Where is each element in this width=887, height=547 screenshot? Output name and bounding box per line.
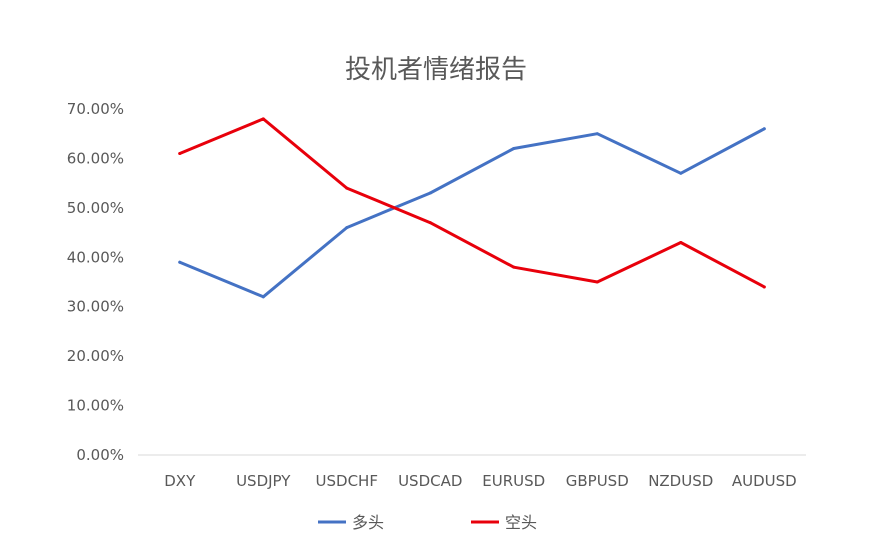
y-axis: 0.00% 10.00% 20.00% 30.00% 40.00% 50.00% 60.00… [67,100,124,464]
series-0-point [345,226,349,230]
series-1-point [595,280,599,284]
series-0-point [595,132,599,136]
series-1-point [345,186,349,190]
y-tick-label: 20.00% [67,347,124,365]
chart-title: 投机者情绪报告 [345,55,527,85]
series-0-point [428,191,432,195]
series-1-point [679,240,683,244]
y-tick-label: 70.00% [67,100,124,118]
x-tick-label: EURUSD [482,472,545,490]
x-tick-label: GBPUSD [566,472,629,490]
x-tick-label: USDCAD [398,472,462,490]
series-line-1 [178,117,766,289]
series-line-0 [178,127,766,299]
series-0-point [261,295,265,299]
series-0-point [512,147,516,151]
y-tick-label: 10.00% [67,397,124,415]
series-layer [178,117,766,299]
y-tick-label: 60.00% [67,149,124,167]
y-tick-label: 30.00% [67,298,124,316]
series-0-point [178,260,182,264]
series-1-point [512,265,516,269]
series-1-point [762,285,766,289]
y-tick-label: 0.00% [76,446,124,464]
x-tick-label: NZDUSD [648,472,713,490]
x-tick-label: USDCHF [316,472,378,490]
series-1-point [261,117,265,121]
series-0-point [762,127,766,131]
y-tick-label: 50.00% [67,199,124,217]
x-axis: DXY USDJPY USDCHF USDCAD EURUSD GBPUSD NZDUSD A… [138,454,806,490]
legend: 多头 空头 [318,513,537,532]
x-tick-label: USDJPY [236,472,291,490]
y-tick-label: 40.00% [67,248,124,266]
legend-label-0: 多头 [352,513,384,532]
x-tick-label: AUDUSD [732,472,797,490]
legend-label-1: 空头 [505,513,537,532]
series-1-point [178,151,182,155]
series-1-point [428,221,432,225]
series-0-point [679,171,683,175]
x-tick-label: DXY [164,472,196,490]
